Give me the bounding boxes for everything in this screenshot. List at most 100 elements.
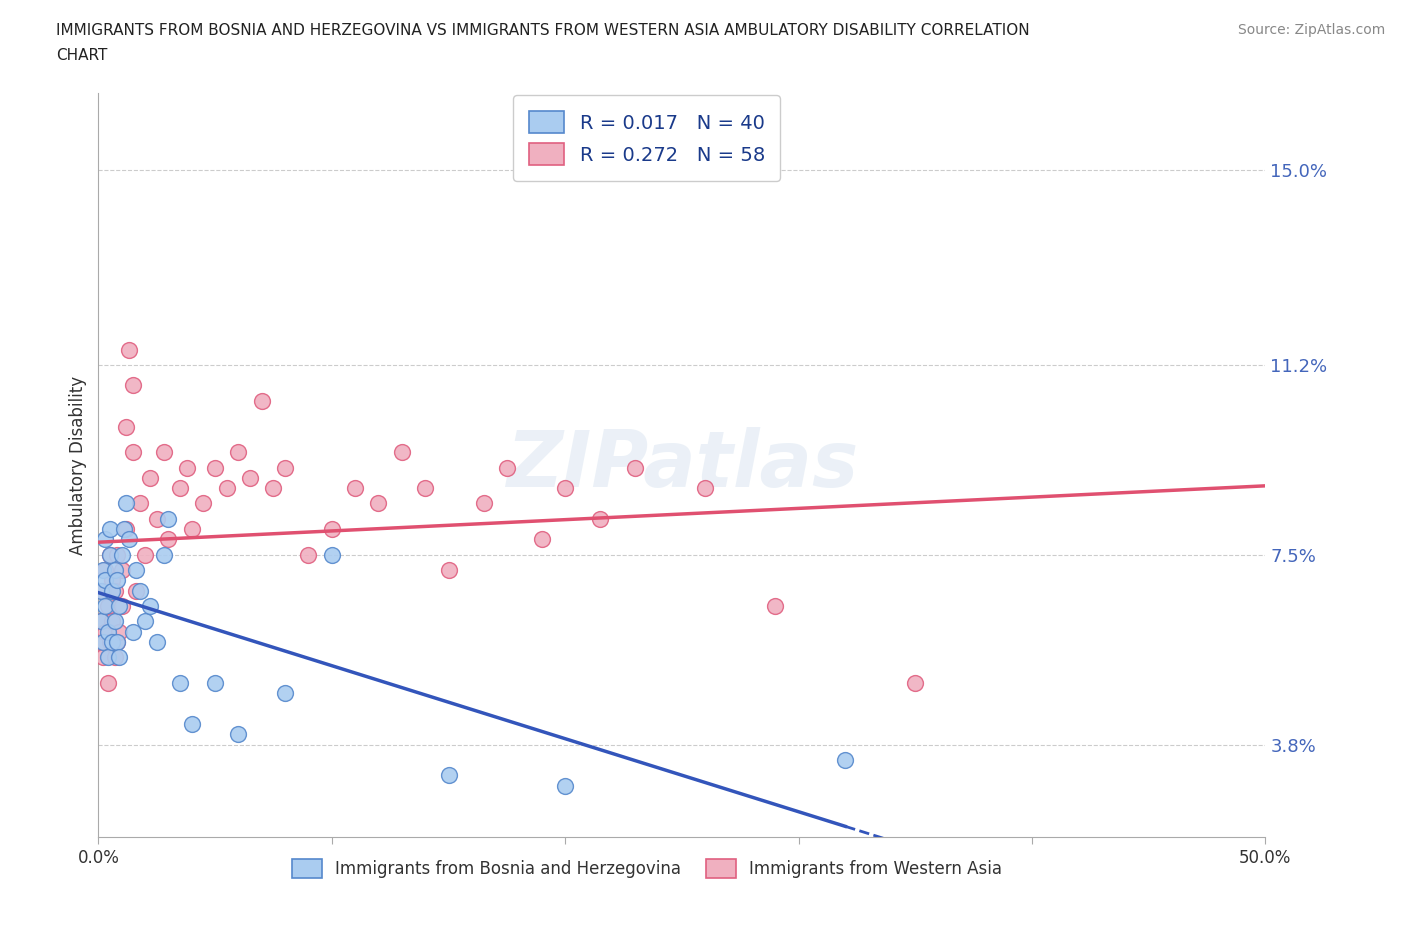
Point xyxy=(129,583,152,598)
Point xyxy=(169,481,191,496)
Point xyxy=(146,634,169,649)
Point xyxy=(152,548,174,563)
Point xyxy=(105,573,128,588)
Point xyxy=(157,512,180,526)
Text: Source: ZipAtlas.com: Source: ZipAtlas.com xyxy=(1237,23,1385,37)
Point xyxy=(90,583,112,598)
Point xyxy=(134,614,156,629)
Point xyxy=(125,583,148,598)
Point xyxy=(129,496,152,511)
Point xyxy=(152,445,174,459)
Point xyxy=(239,471,262,485)
Point xyxy=(104,614,127,629)
Point xyxy=(274,460,297,475)
Point xyxy=(228,445,250,459)
Point xyxy=(122,378,145,392)
Point xyxy=(472,496,495,511)
Point xyxy=(834,752,856,767)
Point xyxy=(91,650,114,665)
Point xyxy=(97,650,120,665)
Point xyxy=(118,342,141,357)
Point xyxy=(98,548,121,563)
Point xyxy=(97,624,120,639)
Text: CHART: CHART xyxy=(56,48,108,63)
Point xyxy=(437,768,460,783)
Point xyxy=(624,460,647,475)
Point xyxy=(115,419,138,434)
Point xyxy=(91,634,114,649)
Point xyxy=(111,563,134,578)
Point xyxy=(108,650,131,665)
Point xyxy=(115,496,138,511)
Point xyxy=(101,583,124,598)
Point xyxy=(105,634,128,649)
Point xyxy=(104,583,127,598)
Point xyxy=(94,563,117,578)
Point xyxy=(204,675,226,690)
Point xyxy=(104,650,127,665)
Point xyxy=(94,624,117,639)
Point xyxy=(90,614,112,629)
Text: ZIPatlas: ZIPatlas xyxy=(506,427,858,503)
Point xyxy=(122,624,145,639)
Point xyxy=(97,675,120,690)
Point xyxy=(180,522,202,537)
Point xyxy=(108,624,131,639)
Point xyxy=(101,634,124,649)
Point xyxy=(169,675,191,690)
Point xyxy=(101,573,124,588)
Point xyxy=(274,686,297,701)
Point xyxy=(180,717,202,732)
Point xyxy=(413,481,436,496)
Point xyxy=(176,460,198,475)
Point xyxy=(344,481,367,496)
Point xyxy=(391,445,413,459)
Point xyxy=(139,471,162,485)
Point xyxy=(105,634,128,649)
Point xyxy=(228,727,250,742)
Point xyxy=(134,548,156,563)
Point xyxy=(204,460,226,475)
Point xyxy=(91,583,114,598)
Point xyxy=(554,778,576,793)
Point xyxy=(111,599,134,614)
Point xyxy=(146,512,169,526)
Y-axis label: Ambulatory Disability: Ambulatory Disability xyxy=(69,376,87,554)
Point xyxy=(98,548,121,563)
Point xyxy=(763,599,786,614)
Point xyxy=(112,522,135,537)
Point xyxy=(554,481,576,496)
Point xyxy=(262,481,284,496)
Point xyxy=(111,548,134,563)
Text: IMMIGRANTS FROM BOSNIA AND HERZEGOVINA VS IMMIGRANTS FROM WESTERN ASIA AMBULATOR: IMMIGRANTS FROM BOSNIA AND HERZEGOVINA V… xyxy=(56,23,1029,38)
Point xyxy=(437,563,460,578)
Point xyxy=(118,532,141,547)
Point xyxy=(94,599,117,614)
Point xyxy=(122,445,145,459)
Point xyxy=(530,532,553,547)
Point xyxy=(125,563,148,578)
Point xyxy=(589,512,612,526)
Point xyxy=(367,496,389,511)
Point xyxy=(157,532,180,547)
Point xyxy=(321,522,343,537)
Point xyxy=(94,532,117,547)
Point xyxy=(90,614,112,629)
Point xyxy=(321,548,343,563)
Point xyxy=(90,634,112,649)
Point xyxy=(91,563,114,578)
Point xyxy=(98,522,121,537)
Point xyxy=(695,481,717,496)
Point xyxy=(496,460,519,475)
Point xyxy=(215,481,238,496)
Point xyxy=(115,522,138,537)
Point xyxy=(139,599,162,614)
Point xyxy=(108,599,131,614)
Point xyxy=(193,496,215,511)
Point xyxy=(904,675,927,690)
Point xyxy=(94,573,117,588)
Point xyxy=(250,393,273,408)
Legend: Immigrants from Bosnia and Herzegovina, Immigrants from Western Asia: Immigrants from Bosnia and Herzegovina, … xyxy=(285,852,1010,884)
Point xyxy=(98,634,121,649)
Point xyxy=(105,548,128,563)
